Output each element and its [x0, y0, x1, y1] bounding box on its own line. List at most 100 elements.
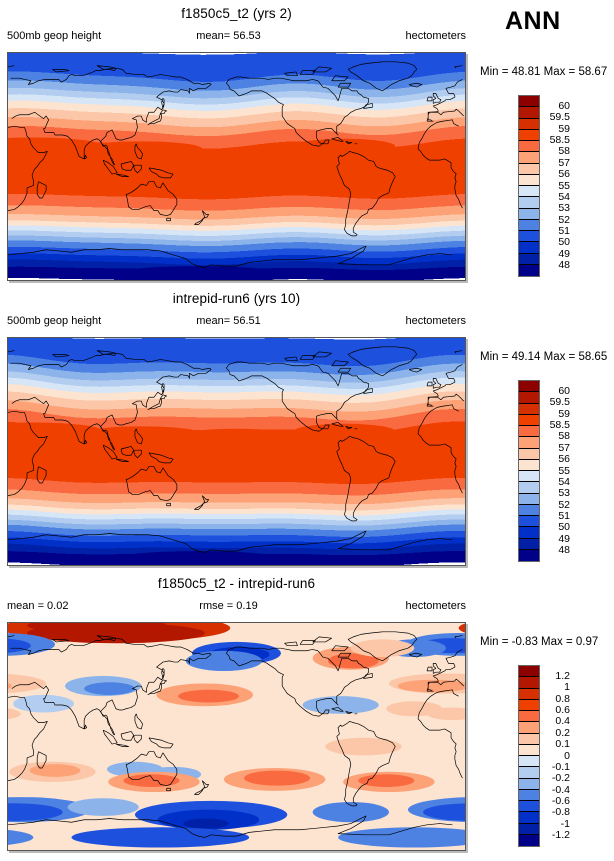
colorbar-tick-label: 59: [558, 407, 570, 420]
colorbar-cell: [519, 118, 539, 130]
colorbar-tick-label: 0.2: [555, 726, 570, 739]
colorbar-cell: [519, 538, 539, 550]
colorbar-tick-label: 48: [558, 544, 570, 557]
colorbar-tick-label: 57: [558, 156, 570, 169]
colorbar-tick-label: 52: [558, 213, 570, 226]
minmax-label: Min = -0.83 Max = 0.97: [480, 636, 599, 648]
colorbar-cell: [519, 516, 539, 528]
units-label: hectometers: [405, 600, 466, 612]
colorbar-tick-label: -0.4: [551, 783, 570, 796]
colorbar-labels-2: 60 59.5 59 58.5 58 57 56 55 54 53 52 51 50 49 48: [508, 380, 570, 562]
colorbar-cell: [519, 801, 539, 813]
colorbar-cell: [519, 197, 539, 209]
colorbar-cell: [519, 459, 539, 471]
colorbar-cell: [519, 812, 539, 824]
colorbar-tick-label: 0.8: [555, 692, 570, 705]
colorbar-tick-label: 56: [558, 453, 570, 466]
colorbar-cell: [519, 699, 539, 711]
colorbar-tick-label: 58.5: [549, 134, 570, 146]
colorbar-cell: [519, 527, 539, 539]
colorbar-cell: [519, 688, 539, 700]
colorbar-cell: [519, 482, 539, 494]
mean-label: mean= 56.53: [196, 30, 261, 42]
colorbar-tick-label: 60: [558, 384, 570, 397]
colorbar-tick-label: 49: [558, 532, 570, 545]
colorbar-cell: [519, 414, 539, 426]
panel-subheader: 500mb geop height mean= 56.53 hectometer…: [7, 30, 466, 46]
panel-title: f1850c5_t2 - intrepid-run6: [157, 576, 316, 591]
colorbar-tick-label: 57: [558, 441, 570, 454]
colorbar-cell: [519, 208, 539, 220]
colorbar-cell: [519, 711, 539, 723]
map-plot-3[interactable]: [7, 622, 466, 851]
colorbar-2[interactable]: [518, 380, 540, 562]
panel-title: f1850c5_t2 (yrs 2): [181, 6, 292, 21]
variable-label: 500mb geop height: [7, 30, 102, 42]
colorbar-tick-label: 49: [558, 247, 570, 260]
colorbar-tick-label: 55: [558, 179, 570, 192]
colorbar-tick-label: 59: [558, 122, 570, 135]
mean-label: mean= 56.51: [196, 315, 261, 327]
colorbar-tick-label: 48: [558, 259, 570, 272]
minmax-label: Min = 49.14 Max = 58.65: [480, 351, 608, 363]
colorbar-cell: [519, 744, 539, 756]
colorbar-cell: [519, 392, 539, 404]
colorbar-cell: [519, 767, 539, 779]
panel-subheader: 500mb geop height mean= 56.51 hectometer…: [7, 315, 466, 331]
colorbar-tick-label: 59.5: [549, 111, 570, 124]
colorbar-tick-label: 53: [558, 202, 570, 215]
colorbar-3[interactable]: [518, 665, 540, 847]
colorbar-cell: [519, 756, 539, 768]
colorbar-cell: [519, 264, 539, 276]
colorbar-tick-label: 58: [558, 430, 570, 443]
colorbar-cell: [519, 152, 539, 164]
colorbar-tick-label: 53: [558, 487, 570, 500]
map-plot-2[interactable]: [7, 337, 466, 566]
colorbar-tick-label: 1: [564, 681, 570, 694]
colorbar-tick-label: -1: [560, 817, 570, 830]
colorbar-labels-1: 60 59.5 59 58.5 58 57 56 55 54 53 52 51 50 49 48: [508, 95, 570, 277]
colorbar-cell: [519, 242, 539, 254]
colorbar-tick-label: 55: [558, 464, 570, 477]
colorbar-cell: [519, 129, 539, 141]
colorbar-1[interactable]: [518, 95, 540, 277]
minmax-label: Min = 48.81 Max = 58.67: [480, 66, 608, 78]
map-plot-1[interactable]: [7, 52, 466, 281]
colorbar-cell: [519, 231, 539, 243]
colorbar-cell: [519, 437, 539, 449]
units-label: hectometers: [405, 315, 466, 327]
colorbar-tick-label: 50: [558, 236, 570, 249]
colorbar-cell: [519, 733, 539, 745]
colorbar-cell: [519, 186, 539, 198]
colorbar-cell: [519, 722, 539, 734]
colorbar-cell: [519, 666, 539, 678]
colorbar-cell: [519, 834, 539, 846]
colorbar-cell: [519, 778, 539, 790]
colorbar-tick-label: 58.5: [549, 419, 570, 431]
colorbar-labels-3: 1.2 1 0.8 0.6 0.4 0.2 0.1 0 -0.1 -0.2 -0.4 -0.6 -0.8…: [508, 665, 570, 847]
colorbar-cell: [519, 96, 539, 108]
season-label: ANN: [505, 7, 561, 35]
panel-difference: f1850c5_t2 - intrepid-run6 mean = 0.02 r…: [0, 570, 614, 857]
colorbar-cell: [519, 141, 539, 153]
mean-label: mean = 0.02: [7, 600, 69, 612]
colorbar-tick-label: 1.2: [555, 669, 570, 682]
colorbar-cell: [519, 163, 539, 175]
colorbar-tick-label: -0.8: [551, 806, 570, 819]
colorbar-tick-label: 0: [564, 749, 570, 762]
colorbar-cell: [519, 426, 539, 438]
colorbar-cell: [519, 174, 539, 186]
colorbar-cell: [519, 107, 539, 119]
colorbar-tick-label: 52: [558, 498, 570, 511]
units-label: hectometers: [405, 30, 466, 42]
colorbar-cell: [519, 403, 539, 415]
colorbar-tick-label: -0.6: [551, 795, 570, 807]
colorbar-cell: [519, 504, 539, 516]
colorbar-tick-label: 51: [558, 510, 570, 522]
colorbar-cell: [519, 471, 539, 483]
colorbar-tick-label: 0.1: [555, 738, 570, 751]
panel-f1850c5-t2: f1850c5_t2 (yrs 2) 500mb geop height mea…: [0, 0, 614, 287]
colorbar-cell: [519, 448, 539, 460]
variable-label: 500mb geop height: [7, 315, 102, 327]
colorbar-cell: [519, 789, 539, 801]
